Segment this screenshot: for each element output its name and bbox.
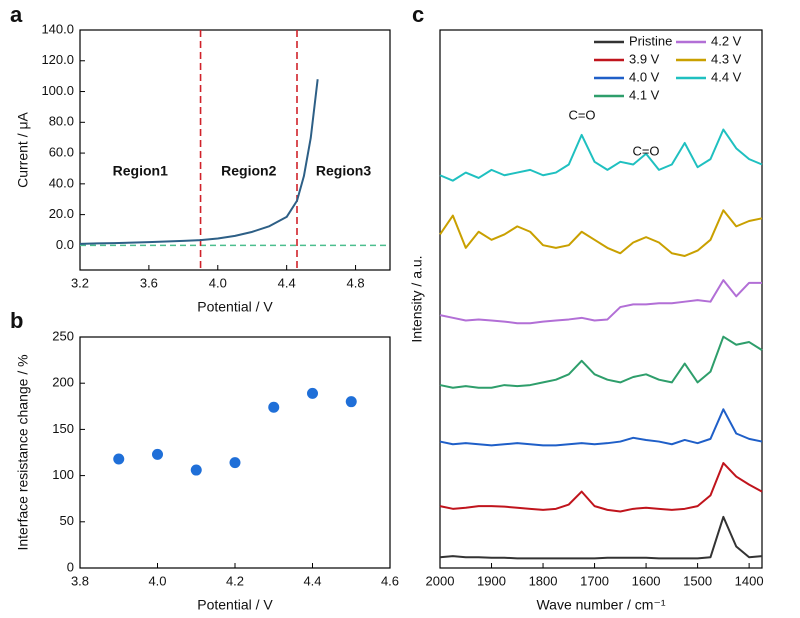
plot-frame xyxy=(79,336,391,569)
data-line xyxy=(439,279,762,325)
x-axis-title: Potential / V xyxy=(197,299,273,315)
data-point xyxy=(113,453,125,465)
x-tick-label: 3.6 xyxy=(140,275,158,290)
legend-label: Pristine xyxy=(629,33,672,48)
y-tick-label: 100 xyxy=(52,467,74,482)
x-tick-label: 3.8 xyxy=(71,573,89,588)
legend-label: 4.4 V xyxy=(711,69,742,84)
x-tick-label: 1800 xyxy=(529,573,558,588)
x-tick-label: 4.8 xyxy=(347,275,365,290)
y-tick-label: 60.0 xyxy=(49,145,74,160)
panel-label: b xyxy=(10,308,23,333)
data-line xyxy=(439,335,763,389)
data-point xyxy=(190,464,202,476)
x-tick-label: 1600 xyxy=(632,573,661,588)
data-line xyxy=(439,408,763,447)
x-tick-label: 1700 xyxy=(580,573,609,588)
x-tick-label: 1500 xyxy=(683,573,712,588)
x-tick-label: 3.2 xyxy=(71,275,89,290)
y-axis-title: Interface resistance change / % xyxy=(15,354,31,550)
data-point xyxy=(307,387,318,399)
x-tick-label: 2000 xyxy=(426,573,455,588)
plot-frame xyxy=(79,29,391,271)
y-tick-label: 80.0 xyxy=(49,114,74,129)
y-tick-label: 20.0 xyxy=(49,206,74,221)
x-tick-label: 4.0 xyxy=(209,275,227,290)
y-tick-label: 200 xyxy=(52,375,74,390)
x-tick-label: 4.6 xyxy=(381,573,399,588)
y-tick-label: 140.0 xyxy=(41,21,74,36)
data-point xyxy=(152,448,163,460)
x-tick-label: 1900 xyxy=(477,573,506,588)
annotation: C=O xyxy=(568,107,595,122)
x-tick-label: 1400 xyxy=(735,573,764,588)
data-point xyxy=(268,401,280,413)
legend-label: 3.9 V xyxy=(629,51,660,66)
region-label: Region3 xyxy=(316,162,371,178)
y-tick-label: 100.0 xyxy=(41,83,74,98)
data-point xyxy=(229,457,241,469)
x-tick-label: 4.4 xyxy=(278,275,296,290)
x-axis-title: Potential / V xyxy=(197,597,273,613)
legend-label: 4.0 V xyxy=(629,69,660,84)
y-tick-label: 40.0 xyxy=(49,175,74,190)
legend-label: 4.3 V xyxy=(711,51,742,66)
y-tick-label: 120.0 xyxy=(41,52,74,67)
legend-label: 4.2 V xyxy=(711,33,742,48)
x-tick-label: 4.0 xyxy=(148,573,166,588)
y-tick-label: 0 xyxy=(67,559,74,574)
panel-label: a xyxy=(10,2,23,27)
region-label: Region2 xyxy=(221,162,276,178)
data-line xyxy=(439,128,763,182)
x-axis-title: Wave number / cm⁻¹ xyxy=(536,597,665,613)
region-label: Region1 xyxy=(113,162,168,178)
y-tick-label: 50 xyxy=(60,513,74,528)
data-line xyxy=(439,462,763,513)
data-point xyxy=(345,396,357,408)
annotation: C=O xyxy=(632,143,659,158)
y-axis-title: Current / μA xyxy=(15,111,31,187)
y-axis-title: Intensity / a.u. xyxy=(409,255,425,342)
legend-label: 4.1 V xyxy=(629,87,660,102)
x-tick-label: 4.2 xyxy=(226,573,244,588)
data-line xyxy=(439,515,763,560)
x-tick-label: 4.4 xyxy=(303,573,321,588)
panel-label: c xyxy=(412,2,424,27)
plot-frame xyxy=(439,29,763,569)
data-line xyxy=(439,209,763,257)
data-line xyxy=(79,79,319,245)
y-tick-label: 0.0 xyxy=(56,237,74,252)
y-tick-label: 250 xyxy=(52,328,74,343)
y-tick-label: 150 xyxy=(52,421,74,436)
